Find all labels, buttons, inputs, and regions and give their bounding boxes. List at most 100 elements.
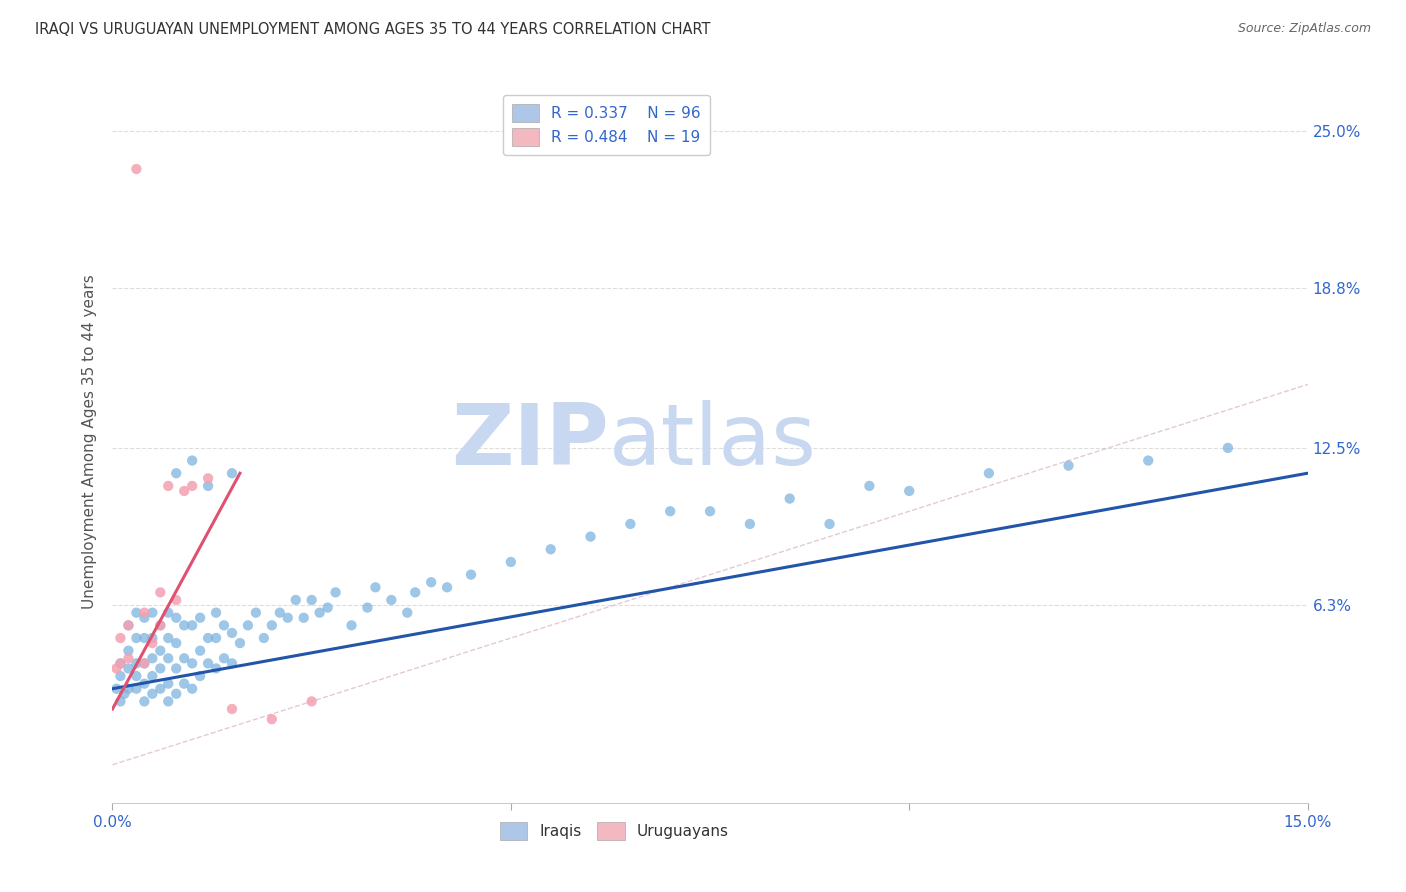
- Text: ZIP: ZIP: [451, 400, 609, 483]
- Point: [301, 694, 323, 708]
- Point: [1137, 453, 1160, 467]
- Point: [181, 657, 204, 671]
- Point: [364, 580, 387, 594]
- Point: [197, 471, 219, 485]
- Point: [436, 580, 458, 594]
- Point: [197, 631, 219, 645]
- Point: [165, 593, 187, 607]
- Legend: Iraqis, Uruguayans: Iraqis, Uruguayans: [494, 816, 735, 846]
- Point: [1216, 441, 1239, 455]
- Point: [277, 611, 299, 625]
- Point: [579, 530, 602, 544]
- Point: [125, 669, 148, 683]
- Point: [181, 681, 204, 696]
- Point: [396, 606, 419, 620]
- Point: [149, 643, 172, 657]
- Point: [117, 681, 139, 696]
- Point: [738, 516, 761, 531]
- Point: [141, 631, 163, 645]
- Point: [105, 681, 128, 696]
- Point: [117, 618, 139, 632]
- Point: [110, 631, 132, 645]
- Text: atlas: atlas: [609, 400, 817, 483]
- Point: [540, 542, 562, 557]
- Point: [499, 555, 522, 569]
- Point: [165, 611, 187, 625]
- Point: [110, 669, 132, 683]
- Point: [245, 606, 267, 620]
- Point: [260, 618, 283, 632]
- Point: [356, 600, 378, 615]
- Point: [260, 712, 283, 726]
- Point: [117, 643, 139, 657]
- Point: [977, 467, 1000, 481]
- Point: [197, 657, 219, 671]
- Point: [157, 676, 180, 690]
- Point: [1057, 458, 1080, 473]
- Point: [229, 636, 252, 650]
- Point: [105, 661, 128, 675]
- Point: [117, 661, 139, 675]
- Point: [165, 661, 187, 675]
- Point: [141, 669, 163, 683]
- Point: [181, 453, 204, 467]
- Point: [221, 657, 243, 671]
- Point: [173, 618, 195, 632]
- Point: [149, 618, 172, 632]
- Point: [308, 606, 330, 620]
- Point: [157, 631, 180, 645]
- Point: [188, 643, 211, 657]
- Point: [316, 600, 339, 615]
- Point: [898, 483, 921, 498]
- Point: [134, 657, 156, 671]
- Point: [181, 618, 204, 632]
- Point: [779, 491, 801, 506]
- Y-axis label: Unemployment Among Ages 35 to 44 years: Unemployment Among Ages 35 to 44 years: [82, 274, 97, 609]
- Point: [380, 593, 402, 607]
- Point: [205, 631, 228, 645]
- Point: [134, 694, 156, 708]
- Point: [117, 651, 139, 665]
- Point: [188, 611, 211, 625]
- Point: [157, 694, 180, 708]
- Point: [858, 479, 880, 493]
- Point: [157, 651, 180, 665]
- Point: [269, 606, 291, 620]
- Point: [165, 636, 187, 650]
- Text: Source: ZipAtlas.com: Source: ZipAtlas.com: [1237, 22, 1371, 36]
- Point: [236, 618, 259, 632]
- Point: [125, 631, 148, 645]
- Point: [141, 606, 163, 620]
- Point: [404, 585, 426, 599]
- Point: [125, 657, 148, 671]
- Point: [110, 694, 132, 708]
- Point: [181, 479, 204, 493]
- Point: [149, 585, 172, 599]
- Point: [188, 669, 211, 683]
- Point: [117, 618, 139, 632]
- Point: [114, 687, 135, 701]
- Point: [173, 651, 195, 665]
- Point: [205, 606, 228, 620]
- Point: [212, 651, 235, 665]
- Point: [221, 467, 243, 481]
- Point: [110, 657, 132, 671]
- Point: [284, 593, 307, 607]
- Point: [134, 631, 156, 645]
- Point: [125, 161, 148, 176]
- Point: [205, 661, 228, 675]
- Point: [134, 657, 156, 671]
- Point: [134, 611, 156, 625]
- Point: [460, 567, 482, 582]
- Point: [301, 593, 323, 607]
- Point: [110, 657, 132, 671]
- Point: [149, 618, 172, 632]
- Point: [221, 626, 243, 640]
- Point: [125, 606, 148, 620]
- Point: [141, 687, 163, 701]
- Point: [141, 651, 163, 665]
- Point: [134, 676, 156, 690]
- Point: [340, 618, 363, 632]
- Point: [292, 611, 315, 625]
- Point: [659, 504, 682, 518]
